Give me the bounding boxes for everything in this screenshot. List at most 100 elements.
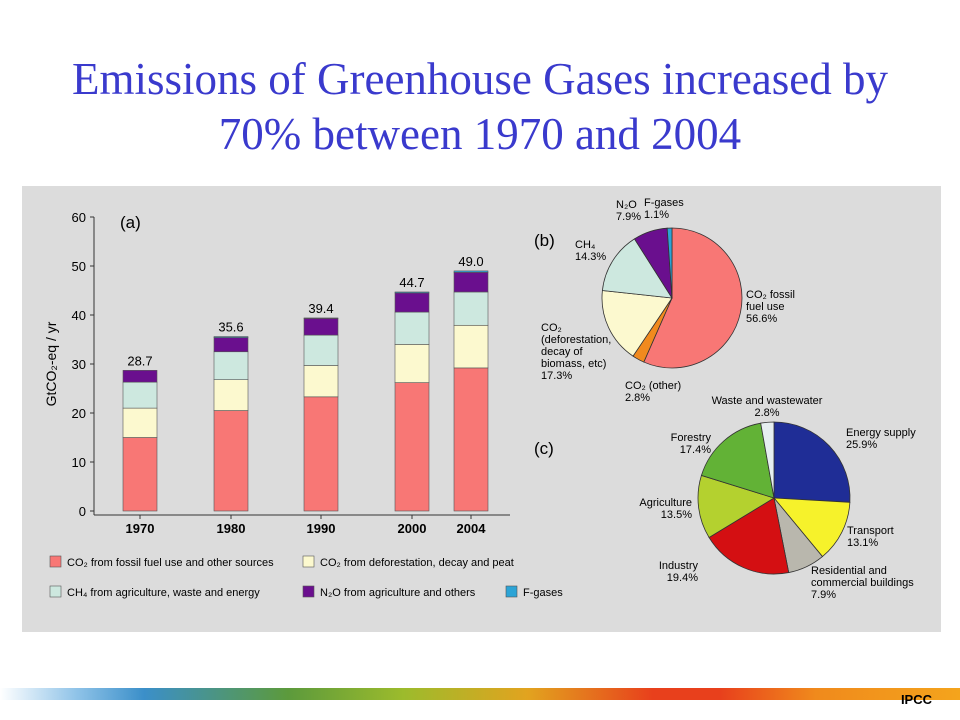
y-axis-label: GtCO₂-eq / yr [43, 321, 59, 406]
footer-color-bar [0, 688, 960, 700]
ipcc-logo-text: IPCC [900, 692, 932, 707]
c-slice-label-line: 19.4% [667, 572, 698, 584]
y-tick-label: 40 [72, 308, 86, 323]
y-tick-label: 10 [72, 455, 86, 470]
b-pie-slice [666, 227, 673, 299]
bar-total-label: 44.7 [399, 275, 424, 290]
panel-a-label: (a) [120, 213, 141, 232]
stacked-bar-segment [213, 337, 249, 353]
c-slice-label-line: Residential and [811, 565, 887, 577]
stacked-bar-segment [303, 318, 339, 336]
stacked-bar-segment [303, 334, 339, 366]
b-pie-slice [643, 227, 743, 369]
stacked-bar-segment [394, 344, 430, 383]
c-slice-label-line: Agriculture [639, 497, 692, 509]
y-tick-label: 20 [72, 406, 86, 421]
x-tick-label: 2004 [457, 521, 487, 536]
b-slice-label-line: CO₂ (other) [625, 380, 681, 392]
stacked-bar-segment [122, 437, 158, 512]
panel-b-label: (b) [534, 231, 555, 250]
b-slice-label-line: decay of [541, 346, 584, 358]
y-tick-label: 50 [72, 259, 86, 274]
c-pie-slice [773, 421, 851, 503]
x-tick-label: 2000 [398, 521, 427, 536]
stacked-bar-segment [122, 407, 158, 438]
b-pie-slice [601, 290, 673, 357]
legend-swatch [302, 585, 315, 598]
b-slice-label: CO₂ (other)2.8% [625, 380, 681, 404]
legend-swatch [49, 585, 62, 598]
stacked-bar-segment [213, 379, 249, 411]
legend-swatch [505, 585, 518, 598]
slide-title-line-2: 70% between 1970 and 2004 [218, 109, 742, 159]
x-tick-label: 1980 [217, 521, 246, 536]
b-slice-label-line: fuel use [746, 301, 785, 313]
x-tick-label: 1970 [126, 521, 155, 536]
stacked-bar-segment [122, 381, 158, 409]
b-slice-label-line: CH₄ [575, 239, 596, 251]
c-slice-label-line: commercial buildings [811, 577, 914, 589]
c-slice-label-line: Energy supply [846, 427, 916, 439]
stacked-bar-segment [453, 291, 489, 326]
legend-label: F-gases [523, 587, 563, 599]
b-pie-slice [601, 238, 673, 299]
c-slice-label-line: Transport [847, 525, 894, 537]
c-slice-label-line: 7.9% [811, 589, 836, 601]
c-pie-slice [708, 497, 790, 575]
b-slice-label-line: CO₂ fossil [746, 289, 795, 301]
y-tick-label: 0 [79, 504, 86, 519]
stacked-bar-segment [394, 311, 430, 345]
b-slice-label-line: 14.3% [575, 251, 606, 263]
legend-label: CO₂ from deforestation, decay and peat [320, 557, 514, 569]
stacked-bar-segment [394, 382, 430, 512]
stacked-bar-segment [453, 272, 489, 293]
c-pie-slice [773, 497, 851, 558]
b-slice-label-line: 17.3% [541, 370, 572, 382]
stacked-bar-segment [213, 351, 249, 380]
c-slice-label-line: Waste and wastewater [712, 395, 823, 407]
slide-title: Emissions of Greenhouse Gases increased … [0, 52, 960, 162]
b-slice-label-line: CO₂ [541, 322, 562, 334]
bar-total-label: 35.6 [218, 320, 243, 335]
bar-total-label: 28.7 [127, 353, 152, 368]
panel-c-label: (c) [534, 439, 554, 458]
x-tick-label: 1990 [307, 521, 336, 536]
c-slice-label-line: 25.9% [846, 439, 877, 451]
stacked-bar-segment [453, 270, 489, 273]
stacked-bar-segment [394, 292, 430, 313]
c-slice-label-line: 13.5% [661, 509, 692, 521]
y-tick-label: 30 [72, 357, 86, 372]
c-slice-label-line: Industry [659, 560, 699, 572]
c-pie-slice [700, 422, 775, 499]
stacked-bar-segment [213, 336, 249, 338]
legend-label: CH₄ from agriculture, waste and energy [67, 587, 260, 599]
c-slice-label-line: 13.1% [847, 537, 878, 549]
c-slice-label-line: 17.4% [680, 444, 711, 456]
stacked-bar-segment [213, 410, 249, 512]
b-slice-label-line: 1.1% [644, 209, 669, 221]
legend-swatch [302, 555, 315, 568]
c-pie-slice [697, 474, 775, 539]
stacked-bar-segment [303, 396, 339, 512]
b-slice-label-line: (deforestation, [541, 334, 611, 346]
figure-panel: 0 10 20 30 40 50 60 (a) GtCO₂-eq / yr 28.7 1970 35.… [22, 186, 941, 632]
b-slice-label-line: 56.6% [746, 313, 777, 325]
c-slice-label-line: 2.8% [754, 407, 779, 419]
legend-swatch [49, 555, 62, 568]
b-slice-label-line: 7.9% [616, 211, 641, 223]
stacked-bar-segment [303, 365, 339, 398]
y-tick-label: 60 [72, 210, 86, 225]
stacked-bar-segment [122, 370, 158, 383]
stacked-bar-segment [394, 291, 430, 294]
b-slice-label-line: biomass, etc) [541, 358, 606, 370]
